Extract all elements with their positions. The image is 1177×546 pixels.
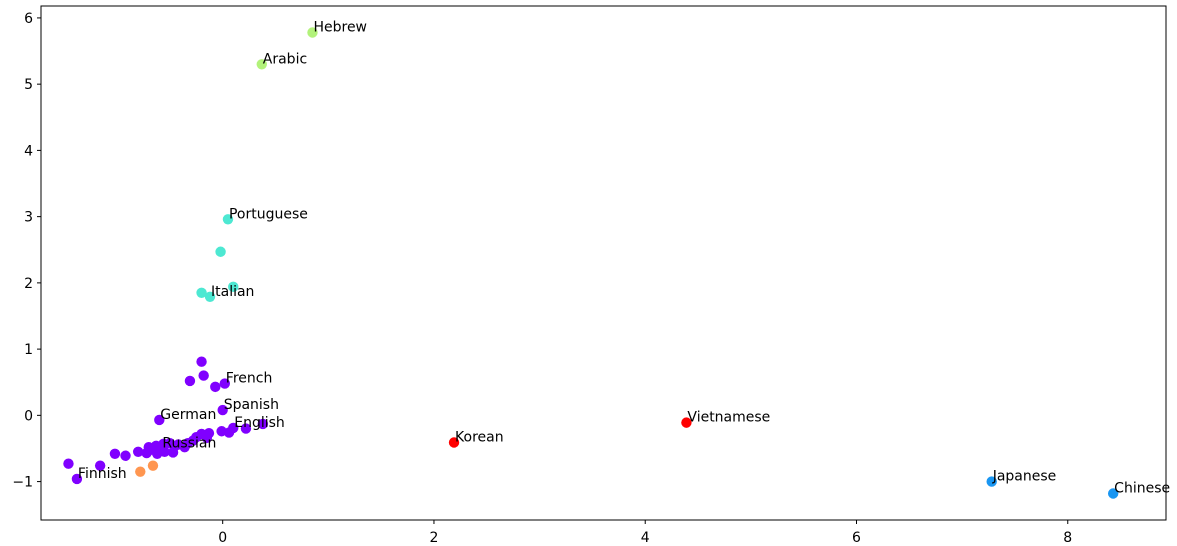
data-point [986, 476, 997, 487]
data-point [217, 404, 228, 416]
point-label: Vietnamese [687, 410, 770, 426]
point-label: Arabic [263, 51, 307, 67]
data-point [219, 378, 231, 389]
point-label: Spanish [224, 397, 279, 413]
y-tick-label: 3 [24, 210, 33, 226]
data-point [223, 427, 235, 438]
data-point [307, 27, 318, 38]
plot-frame [40, 5, 1167, 521]
point-label: Korean [455, 430, 504, 446]
x-tick-label: 8 [1063, 530, 1072, 546]
y-tick-label: 4 [24, 143, 33, 159]
point-label: English [234, 415, 285, 431]
data-point [167, 447, 179, 458]
y-tick-label: 5 [24, 77, 33, 93]
point-label: Chinese [1114, 481, 1170, 497]
data-point [228, 281, 239, 293]
data-point [196, 287, 207, 299]
data-point [94, 460, 106, 471]
point-label: Finnish [78, 466, 127, 482]
y-tick-label: −1 [12, 475, 33, 491]
point-label: Portuguese [229, 206, 308, 222]
data-point [257, 418, 269, 430]
data-point [215, 246, 226, 257]
point-label: Russian [162, 435, 216, 451]
points-layer [63, 27, 1119, 499]
data-point [204, 291, 216, 302]
data-point [71, 473, 83, 485]
data-point [141, 447, 152, 459]
data-point [1107, 488, 1119, 499]
data-point [154, 414, 165, 426]
x-axis: 0 2 4 6 8 [218, 520, 1072, 546]
x-tick-label: 6 [852, 530, 861, 546]
point-labels-layer: Hebrew Arabic Portuguese Italian French Spani… [78, 19, 1170, 496]
data-point [256, 59, 267, 70]
point-label: Japanese [992, 469, 1057, 485]
data-point [179, 441, 190, 453]
x-tick-label: 0 [218, 530, 227, 546]
y-tick-label: 0 [24, 408, 33, 424]
y-tick-label: 1 [24, 342, 33, 358]
data-point [681, 417, 692, 428]
data-point [201, 432, 213, 444]
x-tick-label: 2 [429, 530, 438, 546]
x-tick-label: 4 [641, 530, 650, 546]
data-point [222, 214, 234, 225]
y-axis: −1 0 1 2 3 4 5 6 [12, 11, 41, 491]
data-point [198, 370, 209, 381]
point-label: French [226, 371, 273, 387]
y-tick-label: 2 [24, 276, 33, 292]
y-tick-label: 6 [24, 11, 33, 27]
data-point [132, 446, 144, 457]
data-point [184, 375, 196, 387]
data-point [210, 381, 221, 393]
data-point [151, 448, 163, 459]
data-point [120, 450, 131, 461]
data-point [196, 356, 207, 367]
data-point [109, 448, 121, 459]
point-label: Hebrew [313, 19, 367, 35]
point-label: German [160, 407, 216, 423]
point-label: Italian [211, 284, 254, 300]
data-point [135, 466, 146, 477]
data-point [147, 460, 159, 471]
data-point [240, 423, 252, 434]
data-point [448, 437, 460, 448]
data-point [63, 458, 74, 469]
